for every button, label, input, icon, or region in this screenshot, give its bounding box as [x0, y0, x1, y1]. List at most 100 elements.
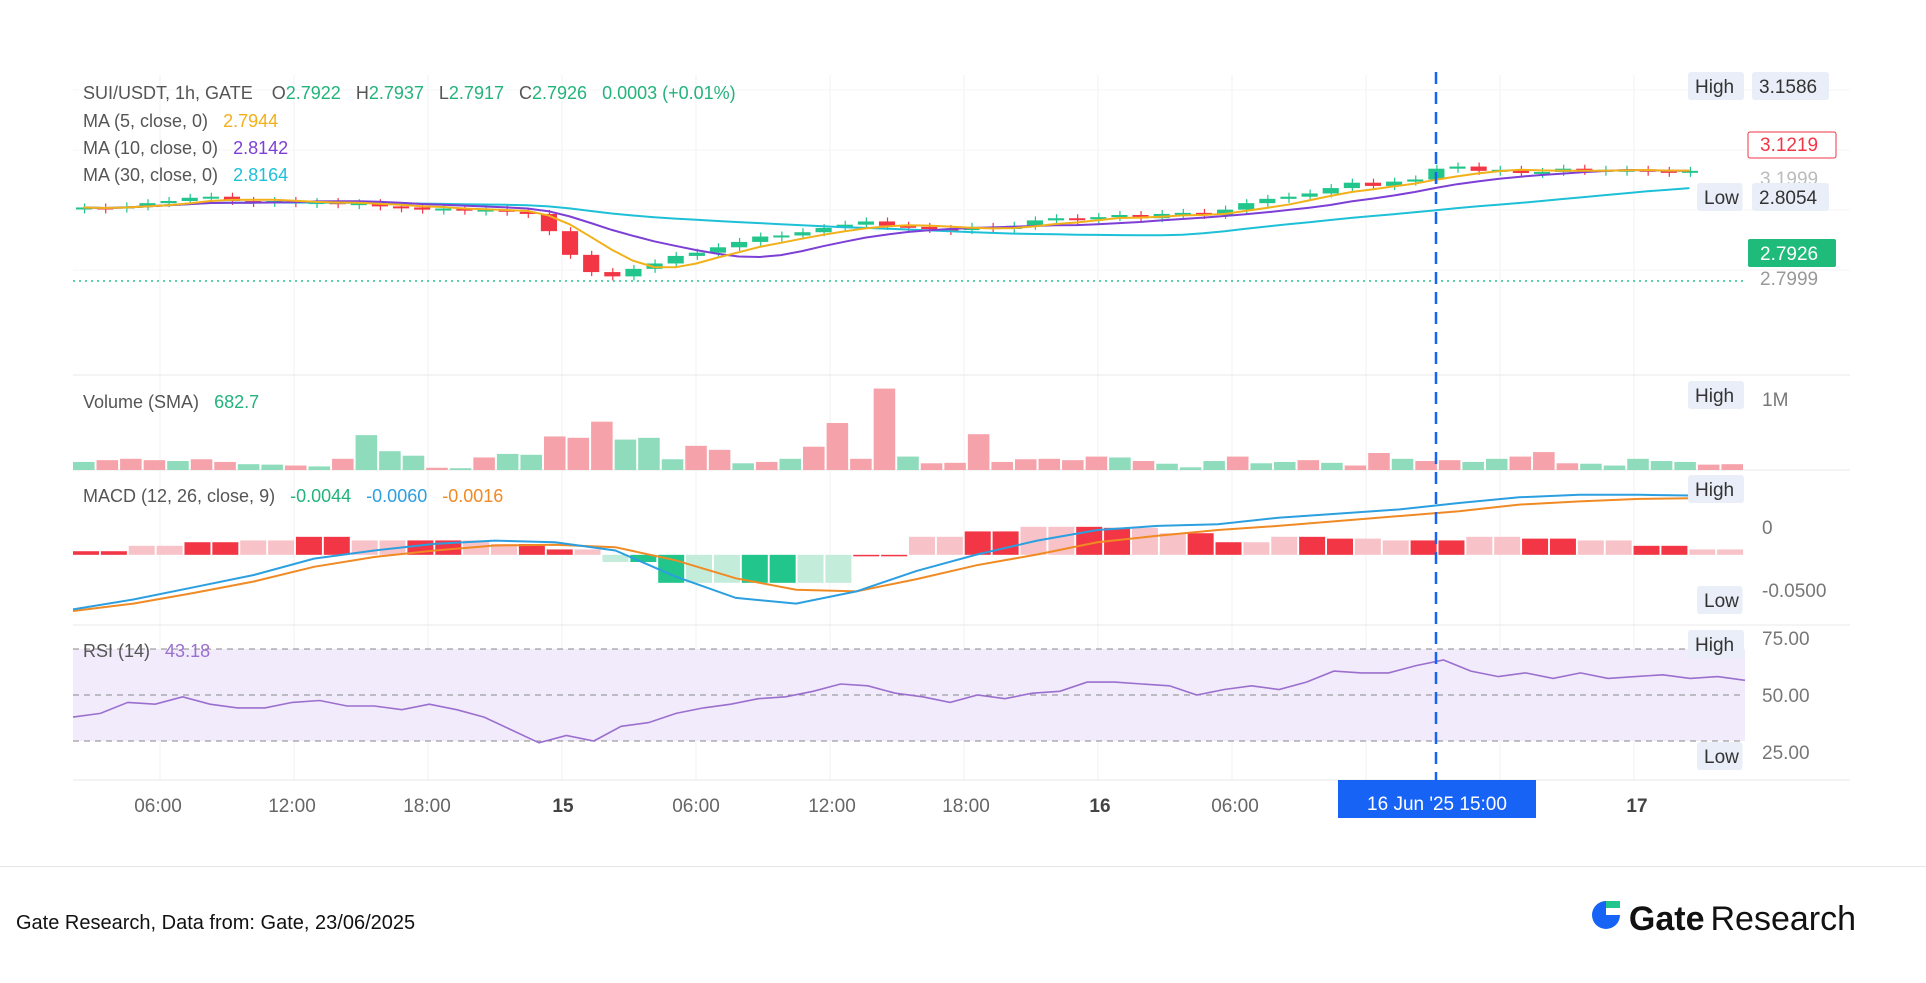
macd-pane: [72, 493, 1744, 612]
candle-body: [350, 203, 367, 206]
macd-histogram-bar: [1187, 533, 1214, 555]
volume-bar: [355, 435, 378, 470]
volume-bar: [732, 463, 754, 470]
volume-bar: [1321, 462, 1343, 470]
time-tick-label: 12:00: [808, 796, 856, 817]
candle-body: [604, 272, 621, 277]
volume-bar: [1085, 456, 1108, 470]
price-low-tag-bg: [1697, 183, 1743, 211]
candle-body: [1512, 169, 1529, 173]
candle-body: [1111, 215, 1128, 218]
high-value: 2.7937: [368, 83, 424, 103]
rsi-25-label: 25.00: [1762, 743, 1810, 764]
volume-bar: [1062, 460, 1084, 470]
volume-bar: [237, 464, 260, 470]
candle-body: [815, 227, 832, 233]
candle-body: [1217, 209, 1234, 215]
macd-signal-value: -0.0016: [442, 486, 504, 506]
macd-neg-label: -0.0500: [1762, 581, 1826, 602]
volume-bar: [1627, 458, 1649, 470]
logo-research-text: Research: [1710, 900, 1856, 938]
rsi-high-tag-bg: [1688, 630, 1744, 658]
rsi-value: 43.18: [165, 641, 211, 661]
macd-histogram-bar: [1522, 538, 1549, 555]
volume-bar: [214, 461, 236, 470]
macd-histogram-bar: [1689, 549, 1716, 555]
macd-histogram-bar: [323, 536, 350, 555]
candle-body: [688, 252, 705, 256]
candle-body: [414, 207, 431, 210]
time-tick-label: 06:00: [672, 796, 720, 817]
price-red-value: 3.1219: [1760, 135, 1818, 156]
candle-body: [1069, 218, 1086, 221]
candle-body: [1660, 170, 1677, 173]
candle-body: [392, 206, 410, 209]
macd-histogram-bar: [602, 554, 629, 563]
candle-body: [1026, 220, 1043, 226]
rsi-high-tag: High: [1695, 635, 1734, 656]
candle-body: [942, 229, 959, 231]
macd-histogram-bar: [240, 540, 267, 555]
candle-body: [878, 221, 896, 226]
volume-bar: [1603, 465, 1626, 470]
volume-bar: [591, 421, 613, 470]
volume-bar: [897, 456, 919, 470]
high-label: H: [355, 83, 369, 103]
volume-bar: [1368, 453, 1390, 470]
macd-histogram-bar: [546, 549, 573, 555]
macd-histogram-bar: [1438, 540, 1465, 555]
price-legend: SUI/USDT, 1h, GATE O2.7922 H2.7937 L2.79…: [83, 83, 736, 104]
macd-line-value: -0.0060: [366, 486, 428, 506]
low-value: 2.7917: [448, 83, 504, 103]
volume-bar: [143, 460, 166, 470]
dotted-price-value: 2.7999: [1760, 269, 1818, 290]
macd-high-tag-bg: [1688, 475, 1744, 503]
volume-bar: [261, 464, 283, 470]
macd-histogram-bar: [1717, 549, 1744, 555]
macd-zero-label: 0: [1762, 518, 1773, 539]
macd-high-tag: High: [1695, 480, 1734, 501]
volume-bar: [661, 459, 684, 470]
candle-body: [900, 225, 917, 228]
macd-histogram-bar: [1605, 540, 1632, 555]
volume-bar: [1391, 458, 1414, 470]
current-price-value: 2.7926: [1760, 244, 1818, 265]
macd-histogram-bar: [1466, 536, 1493, 555]
macd-histogram-bar: [992, 531, 1019, 555]
candle-body: [1364, 182, 1382, 186]
macd-histogram-bar: [1131, 527, 1158, 555]
macd-histogram-bar: [1271, 536, 1298, 555]
macd-low-tag: Low: [1704, 591, 1739, 612]
macd-histogram-bar: [1494, 536, 1521, 555]
macd-histogram-bar: [268, 540, 295, 555]
macd-histogram-bar: [100, 551, 127, 555]
volume-bar: [1485, 458, 1508, 470]
volume-bar: [473, 457, 495, 470]
candle-body: [1576, 168, 1593, 171]
volume-label: Volume (SMA): [83, 392, 200, 412]
macd-histogram-bar: [964, 531, 991, 555]
macd-histogram-bar: [1633, 545, 1660, 555]
price-low-value: 2.8054: [1759, 188, 1818, 209]
divider: [0, 866, 1926, 867]
macd-line: [72, 493, 1701, 611]
volume-bar: [944, 462, 966, 470]
volume-bar: [1226, 456, 1249, 470]
volume-bar: [496, 453, 519, 470]
candle-body: [181, 197, 198, 201]
macd-histogram-bar: [853, 554, 880, 557]
candle-body: [1280, 196, 1297, 199]
ma5-value: 2.7944: [223, 111, 279, 131]
volume-bar: [850, 458, 872, 470]
volume-bar: [1650, 461, 1673, 470]
rsi-legend: RSI (14) 43.18: [83, 641, 210, 662]
volume-bar: [1509, 456, 1532, 470]
rsi-label: RSI (14): [83, 641, 151, 661]
time-tick-label: 12:00: [268, 796, 316, 817]
macd-histogram-bar: [741, 554, 768, 583]
open-value: 2.7922: [285, 83, 341, 103]
price-high-value-bg: [1752, 72, 1829, 100]
ma30-legend: MA (30, close, 0) 2.8164: [83, 165, 288, 186]
